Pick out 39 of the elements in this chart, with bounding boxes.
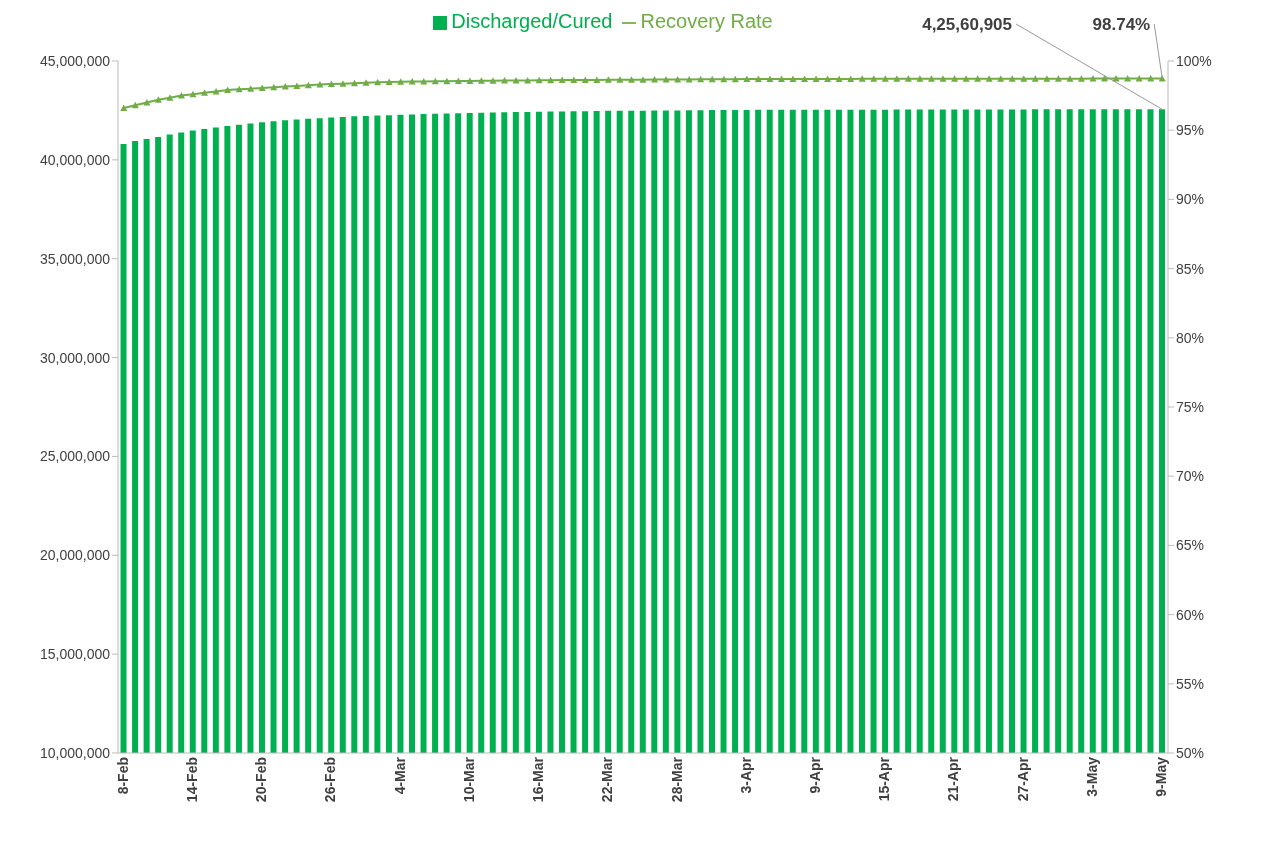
- legend-label: Recovery Rate: [640, 10, 773, 32]
- y2-tick-label: 65%: [1176, 537, 1205, 554]
- x-tick-label: 20-Feb: [253, 757, 270, 803]
- y-tick-label: 20,000,000: [39, 547, 111, 564]
- y2-tick-label: 50%: [1176, 744, 1205, 761]
- x-tick-label: 4-Mar: [391, 756, 408, 795]
- y2-tick-label: 100%: [1176, 52, 1212, 69]
- x-tick-label: 28-Mar: [668, 756, 685, 803]
- y2-tick-label: 75%: [1176, 398, 1205, 415]
- y2-tick-label: 90%: [1176, 191, 1205, 208]
- y2-tick-label: 60%: [1176, 606, 1205, 623]
- y-tick-label: 10,000,000: [39, 744, 111, 761]
- x-tick-label: 22-Mar: [599, 756, 616, 803]
- x-tick-label: 3-May: [1083, 756, 1100, 797]
- y-tick-label: 35,000,000: [39, 250, 111, 267]
- y2-tick-label: 55%: [1176, 675, 1205, 692]
- y2-tick-label: 85%: [1176, 260, 1205, 277]
- y2-tick-label: 95%: [1176, 122, 1205, 139]
- x-tick-label: 15-Apr: [876, 756, 893, 802]
- x-tick-label: 16-Mar: [530, 756, 547, 803]
- y2-tick-label: 80%: [1176, 329, 1205, 346]
- x-tick-label: 27-Apr: [1014, 756, 1031, 802]
- x-tick-label: 9-Apr: [807, 756, 824, 794]
- x-tick-label: 9-May: [1153, 756, 1170, 797]
- y-tick-label: 25,000,000: [39, 448, 111, 465]
- x-tick-label: 3-Apr: [737, 756, 754, 794]
- y-tick-label: 40,000,000: [39, 151, 111, 168]
- x-tick-label: 14-Feb: [183, 757, 200, 803]
- data-label: 98.74%: [1092, 15, 1151, 34]
- x-tick-label: 26-Feb: [322, 757, 339, 803]
- x-tick-label: 8-Feb: [114, 757, 131, 795]
- y2-tick-label: 70%: [1176, 468, 1205, 485]
- data-label: 4,25,60,905: [922, 15, 1012, 34]
- y-tick-label: 15,000,000: [39, 646, 111, 663]
- y-tick-label: 45,000,000: [39, 52, 111, 69]
- legend-label: Discharged/Cured: [451, 10, 613, 32]
- x-tick-label: 10-Mar: [460, 756, 477, 803]
- x-tick-label: 21-Apr: [945, 756, 962, 802]
- y-tick-label: 30,000,000: [39, 349, 111, 366]
